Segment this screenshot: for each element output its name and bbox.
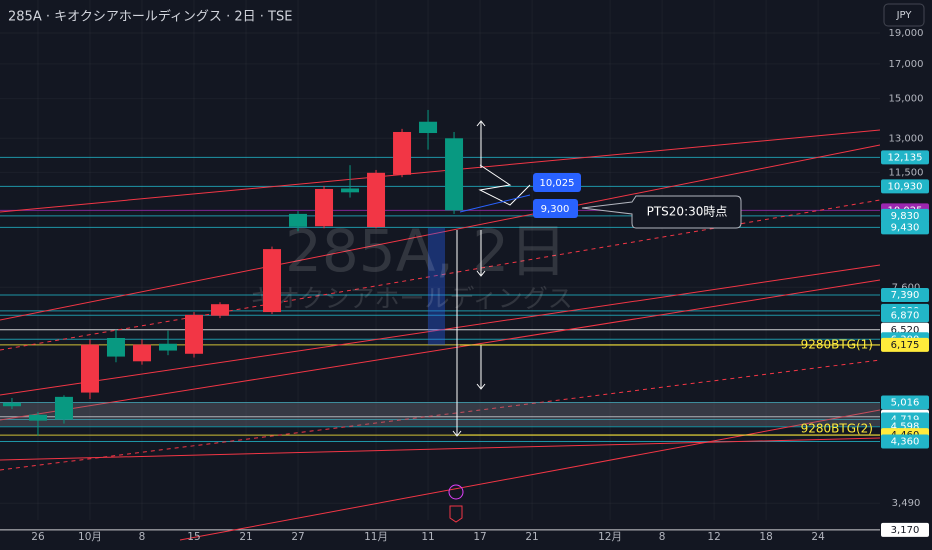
price-label: 4,598	[891, 422, 920, 433]
candle-body	[2, 402, 21, 407]
zone	[0, 402, 880, 426]
price-label: 9,430	[891, 222, 920, 233]
price-label-box	[881, 395, 929, 410]
price-label-box	[881, 522, 929, 537]
watermark-name: キオクシアホールディングス	[250, 284, 573, 313]
projection-box	[428, 228, 445, 345]
candle-body	[28, 414, 47, 421]
candle-body	[184, 314, 203, 354]
currency-label: JPY	[896, 10, 913, 21]
x-tick-label: 21	[525, 531, 538, 543]
price-label: 9,830	[891, 211, 920, 222]
price-tag-text: 9,300	[541, 204, 570, 215]
trendlines	[0, 129, 881, 541]
x-tick-label: 11月	[364, 531, 388, 543]
price-label: 6,175	[891, 340, 920, 351]
annotation: 9280BTG(2)	[801, 422, 873, 436]
x-tick-label: 27	[291, 531, 304, 543]
x-tick-label: 12月	[598, 531, 622, 543]
price-label: 6,870	[891, 310, 920, 321]
y-tick-label: 17,000	[889, 59, 924, 70]
callout-text: PTS20:30時点	[647, 205, 728, 219]
y-tick-label: 19,000	[889, 28, 924, 39]
price-label: 4,360	[891, 436, 920, 447]
candle-body	[263, 249, 282, 313]
price-label-box	[881, 308, 929, 323]
price-label: 5,016	[891, 398, 920, 409]
y-tick-label: 3,490	[892, 498, 921, 509]
price-label-box	[881, 220, 929, 235]
price-label: 10,930	[888, 181, 923, 192]
candle-body	[367, 172, 386, 228]
x-tick-label: 10月	[78, 531, 102, 543]
event-icon[interactable]	[448, 484, 464, 500]
candle-body	[80, 344, 99, 393]
x-tick-label: 17	[473, 531, 486, 543]
candle-body	[289, 213, 308, 227]
candle-body	[445, 138, 464, 211]
earnings-icon[interactable]	[449, 505, 463, 523]
chart-title: 285A · キオクシアホールディングス · 2日 · TSE	[8, 9, 292, 25]
candle-body	[211, 304, 229, 316]
price-tag-text: 10,025	[540, 178, 575, 189]
price-label: 6,520	[891, 325, 920, 336]
watermark-symbol: 285A, 2日	[285, 217, 567, 285]
price-axis	[880, 0, 932, 550]
x-tick-label: 11	[421, 531, 434, 543]
price-label-box	[881, 150, 929, 165]
candle-body	[158, 343, 177, 351]
x-tick-label: 24	[811, 531, 825, 543]
candle-body	[393, 131, 412, 175]
y-tick-label: 15,000	[889, 94, 924, 105]
price-label-box	[881, 179, 929, 194]
price-tag	[533, 173, 581, 192]
x-tick-label: 21	[239, 531, 252, 543]
y-tick-label: 11,500	[889, 167, 924, 178]
x-tick-label: 12	[707, 531, 720, 543]
annotation: 9280BTG(1)	[801, 338, 873, 352]
callout	[581, 195, 742, 229]
candle-body	[54, 396, 73, 420]
y-tick-label: 13,000	[889, 133, 924, 144]
x-tick-label: 26	[31, 531, 45, 543]
arrows	[452, 120, 880, 437]
candle-body	[419, 121, 438, 134]
candle-body	[106, 337, 125, 357]
currency-button[interactable]	[883, 3, 925, 27]
candle-body	[315, 188, 334, 227]
price-label-box	[881, 208, 929, 223]
price-tag	[533, 199, 578, 218]
x-tick-label: 8	[659, 531, 666, 543]
price-label-box	[881, 288, 929, 303]
x-tick-label: 18	[759, 531, 772, 543]
price-label-box	[881, 337, 929, 352]
price-label-box	[881, 434, 929, 449]
x-tick-label: 8	[139, 531, 146, 543]
y-tick-label: 7,600	[892, 282, 921, 293]
price-label: 12,135	[888, 152, 923, 163]
x-tick-label: 15	[187, 531, 200, 543]
candle-body	[132, 344, 151, 362]
candle-body	[341, 188, 360, 193]
price-label: 3,170	[891, 525, 920, 536]
price-label: 7,390	[891, 290, 920, 301]
